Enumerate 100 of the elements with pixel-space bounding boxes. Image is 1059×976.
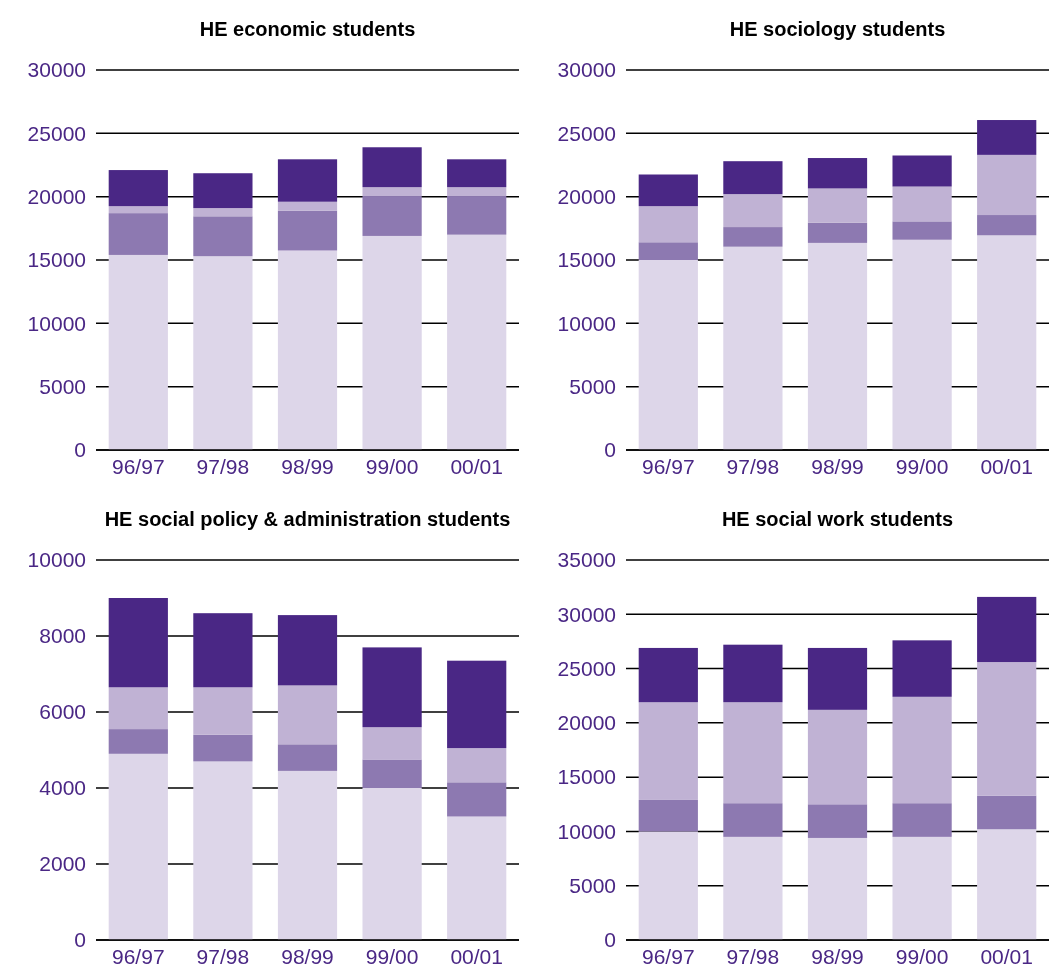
bar bbox=[447, 782, 507, 817]
x-tick-label: 00/01 bbox=[980, 455, 1033, 478]
bar bbox=[807, 222, 868, 243]
bar bbox=[108, 206, 168, 214]
bar bbox=[447, 234, 507, 450]
y-tick-label: 20000 bbox=[27, 185, 86, 209]
bar bbox=[807, 804, 868, 838]
bar bbox=[108, 598, 168, 688]
bar bbox=[362, 235, 422, 450]
bar bbox=[277, 210, 338, 251]
y-tick-label: 5000 bbox=[569, 375, 616, 399]
x-tick-label: 99/00 bbox=[365, 945, 419, 968]
bar bbox=[892, 186, 952, 222]
bar bbox=[277, 744, 338, 771]
y-tick-label: 10000 bbox=[557, 311, 616, 335]
bar bbox=[977, 154, 1037, 216]
bar bbox=[362, 788, 422, 940]
bar bbox=[977, 120, 1037, 155]
y-tick-label: 20000 bbox=[557, 185, 616, 209]
x-tick-label: 99/00 bbox=[895, 455, 949, 478]
bar bbox=[193, 761, 253, 940]
bar bbox=[638, 174, 698, 207]
bar bbox=[193, 173, 253, 209]
bar bbox=[193, 216, 253, 257]
y-tick-label: 25000 bbox=[557, 656, 616, 680]
bar bbox=[638, 260, 698, 450]
y-tick-label: 0 bbox=[74, 928, 86, 952]
bar bbox=[892, 239, 952, 450]
bar bbox=[193, 687, 253, 735]
bar bbox=[362, 727, 422, 760]
chart-title: HE social policy & administration students bbox=[104, 508, 511, 530]
y-tick-label: 2000 bbox=[39, 852, 86, 876]
bar bbox=[638, 799, 698, 832]
bar bbox=[723, 702, 783, 804]
bar bbox=[807, 242, 868, 450]
x-tick-label: 00/01 bbox=[450, 455, 503, 478]
y-tick-label: 25000 bbox=[27, 121, 86, 145]
y-tick-label: 10000 bbox=[27, 548, 86, 572]
bar bbox=[977, 596, 1037, 663]
chart-title: HE sociology students bbox=[729, 18, 946, 40]
x-tick-label: 96/97 bbox=[112, 945, 165, 968]
y-tick-label: 30000 bbox=[557, 58, 616, 82]
bar bbox=[723, 194, 783, 228]
bar bbox=[447, 816, 507, 940]
y-tick-label: 15000 bbox=[557, 765, 616, 789]
bar bbox=[638, 831, 698, 940]
bar bbox=[108, 254, 168, 450]
y-tick-label: 5000 bbox=[569, 874, 616, 898]
bar bbox=[108, 753, 168, 940]
bar bbox=[193, 256, 253, 450]
bar bbox=[723, 803, 783, 837]
y-tick-label: 30000 bbox=[27, 58, 86, 82]
bar bbox=[977, 829, 1037, 940]
bar bbox=[447, 196, 507, 235]
y-tick-label: 0 bbox=[604, 928, 616, 952]
bar bbox=[638, 242, 698, 260]
x-tick-label: 97/98 bbox=[196, 945, 250, 968]
y-tick-label: 0 bbox=[604, 438, 616, 462]
bar bbox=[892, 803, 952, 837]
bar bbox=[723, 246, 783, 450]
y-tick-label: 20000 bbox=[557, 711, 616, 735]
bar bbox=[723, 227, 783, 247]
bar bbox=[193, 208, 253, 217]
x-tick-label: 96/97 bbox=[642, 455, 695, 478]
bar bbox=[277, 685, 338, 745]
bar bbox=[362, 759, 422, 788]
chart-title: HE social work students bbox=[721, 508, 954, 530]
bar bbox=[977, 235, 1037, 450]
y-tick-label: 5000 bbox=[39, 375, 86, 399]
bar bbox=[447, 159, 507, 188]
bar bbox=[977, 795, 1037, 830]
bar bbox=[892, 696, 952, 804]
bar bbox=[362, 147, 422, 188]
bar bbox=[807, 158, 868, 189]
y-tick-label: 8000 bbox=[39, 624, 86, 648]
y-tick-label: 35000 bbox=[557, 548, 616, 572]
x-tick-label: 98/99 bbox=[811, 945, 864, 968]
bar bbox=[193, 734, 253, 762]
bar bbox=[723, 644, 783, 703]
x-tick-label: 98/99 bbox=[281, 945, 334, 968]
bar bbox=[193, 613, 253, 688]
bar bbox=[108, 213, 168, 255]
bar bbox=[638, 206, 698, 243]
bar bbox=[362, 196, 422, 236]
bar bbox=[277, 250, 338, 450]
bar bbox=[807, 709, 868, 805]
y-tick-label: 30000 bbox=[557, 602, 616, 626]
bar bbox=[277, 159, 338, 202]
bar bbox=[723, 161, 783, 195]
bar bbox=[362, 187, 422, 197]
x-tick-label: 00/01 bbox=[450, 945, 503, 968]
x-tick-label: 98/99 bbox=[281, 455, 334, 478]
y-tick-label: 15000 bbox=[557, 248, 616, 272]
bar bbox=[892, 221, 952, 240]
y-tick-label: 15000 bbox=[27, 248, 86, 272]
bar bbox=[807, 647, 868, 710]
y-tick-label: 4000 bbox=[39, 776, 86, 800]
y-tick-label: 25000 bbox=[557, 121, 616, 145]
bar bbox=[723, 836, 783, 940]
x-tick-label: 96/97 bbox=[642, 945, 695, 968]
